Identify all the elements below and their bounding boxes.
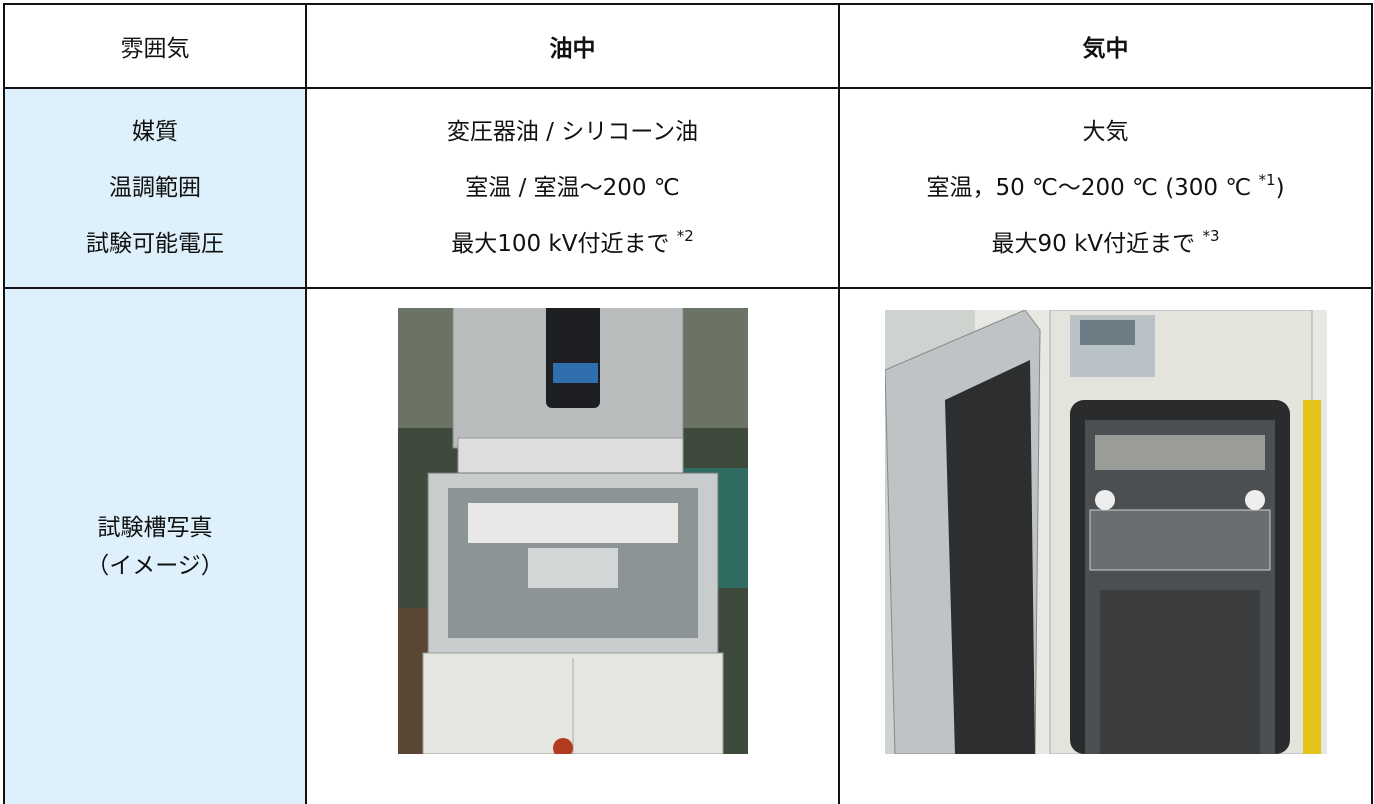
oil-cell: 変圧器油 / シリコーン油 室温 / 室温～200 ℃ 最大100 kV付近まで… bbox=[305, 87, 840, 289]
air-photo-cell bbox=[838, 287, 1373, 804]
page: 雰囲気 油中 気中 媒質 温調範囲 試験可能電圧 変圧器油 / シリコーン油 室… bbox=[3, 3, 1373, 804]
value: 室温，50 ℃～200 ℃ (300 ℃ *1) bbox=[840, 160, 1371, 216]
header-cell: 油中 bbox=[305, 3, 840, 89]
text: 変圧器油 / シリコーン油 bbox=[446, 119, 699, 145]
value: 室温 / 室温～200 ℃ bbox=[307, 160, 838, 216]
text: 最大90 kV付近まで bbox=[991, 231, 1196, 257]
note: *3 bbox=[1202, 227, 1220, 245]
header-row: 雰囲気 油中 気中 bbox=[3, 3, 1373, 89]
text: 最大100 kV付近まで bbox=[451, 231, 670, 257]
value: 変圧器油 / シリコーン油 bbox=[307, 104, 838, 160]
oven-photo bbox=[884, 310, 1327, 754]
label: 試験槽写真 bbox=[97, 514, 213, 541]
note: *2 bbox=[676, 227, 694, 245]
text: 室温 / 室温～200 ℃ bbox=[465, 175, 680, 201]
text: 室温，50 ℃～200 ℃ (300 ℃ bbox=[926, 175, 1252, 201]
label: 試験可能電圧 bbox=[86, 231, 224, 257]
text: 大気 bbox=[1082, 119, 1129, 145]
photo-row: 試験槽写真 （イメージ） bbox=[3, 287, 1373, 804]
text: ) bbox=[1275, 175, 1285, 201]
oil-bath-photo bbox=[397, 308, 748, 754]
label-cell: 媒質 温調範囲 試験可能電圧 bbox=[3, 87, 307, 289]
spec-row: 媒質 温調範囲 試験可能電圧 変圧器油 / シリコーン油 室温 / 室温～200… bbox=[3, 87, 1373, 289]
value: 大気 bbox=[840, 104, 1371, 160]
oil-photo-cell bbox=[305, 287, 840, 804]
header-cell: 雰囲気 bbox=[3, 3, 307, 89]
label: 温調範囲 bbox=[109, 175, 201, 201]
air-cell: 大気 室温，50 ℃～200 ℃ (300 ℃ *1) 最大90 kV付近まで … bbox=[838, 87, 1373, 289]
label: 媒質 bbox=[132, 119, 178, 145]
spec-table: 雰囲気 油中 気中 媒質 温調範囲 試験可能電圧 変圧器油 / シリコーン油 室… bbox=[3, 3, 1373, 804]
label-cell: 試験槽写真 （イメージ） bbox=[3, 287, 307, 804]
value: 最大90 kV付近まで *3 bbox=[840, 216, 1371, 272]
label: （イメージ） bbox=[86, 552, 224, 579]
header-cell: 気中 bbox=[838, 3, 1373, 89]
note: *1 bbox=[1258, 171, 1276, 189]
value: 最大100 kV付近まで *2 bbox=[307, 216, 838, 272]
